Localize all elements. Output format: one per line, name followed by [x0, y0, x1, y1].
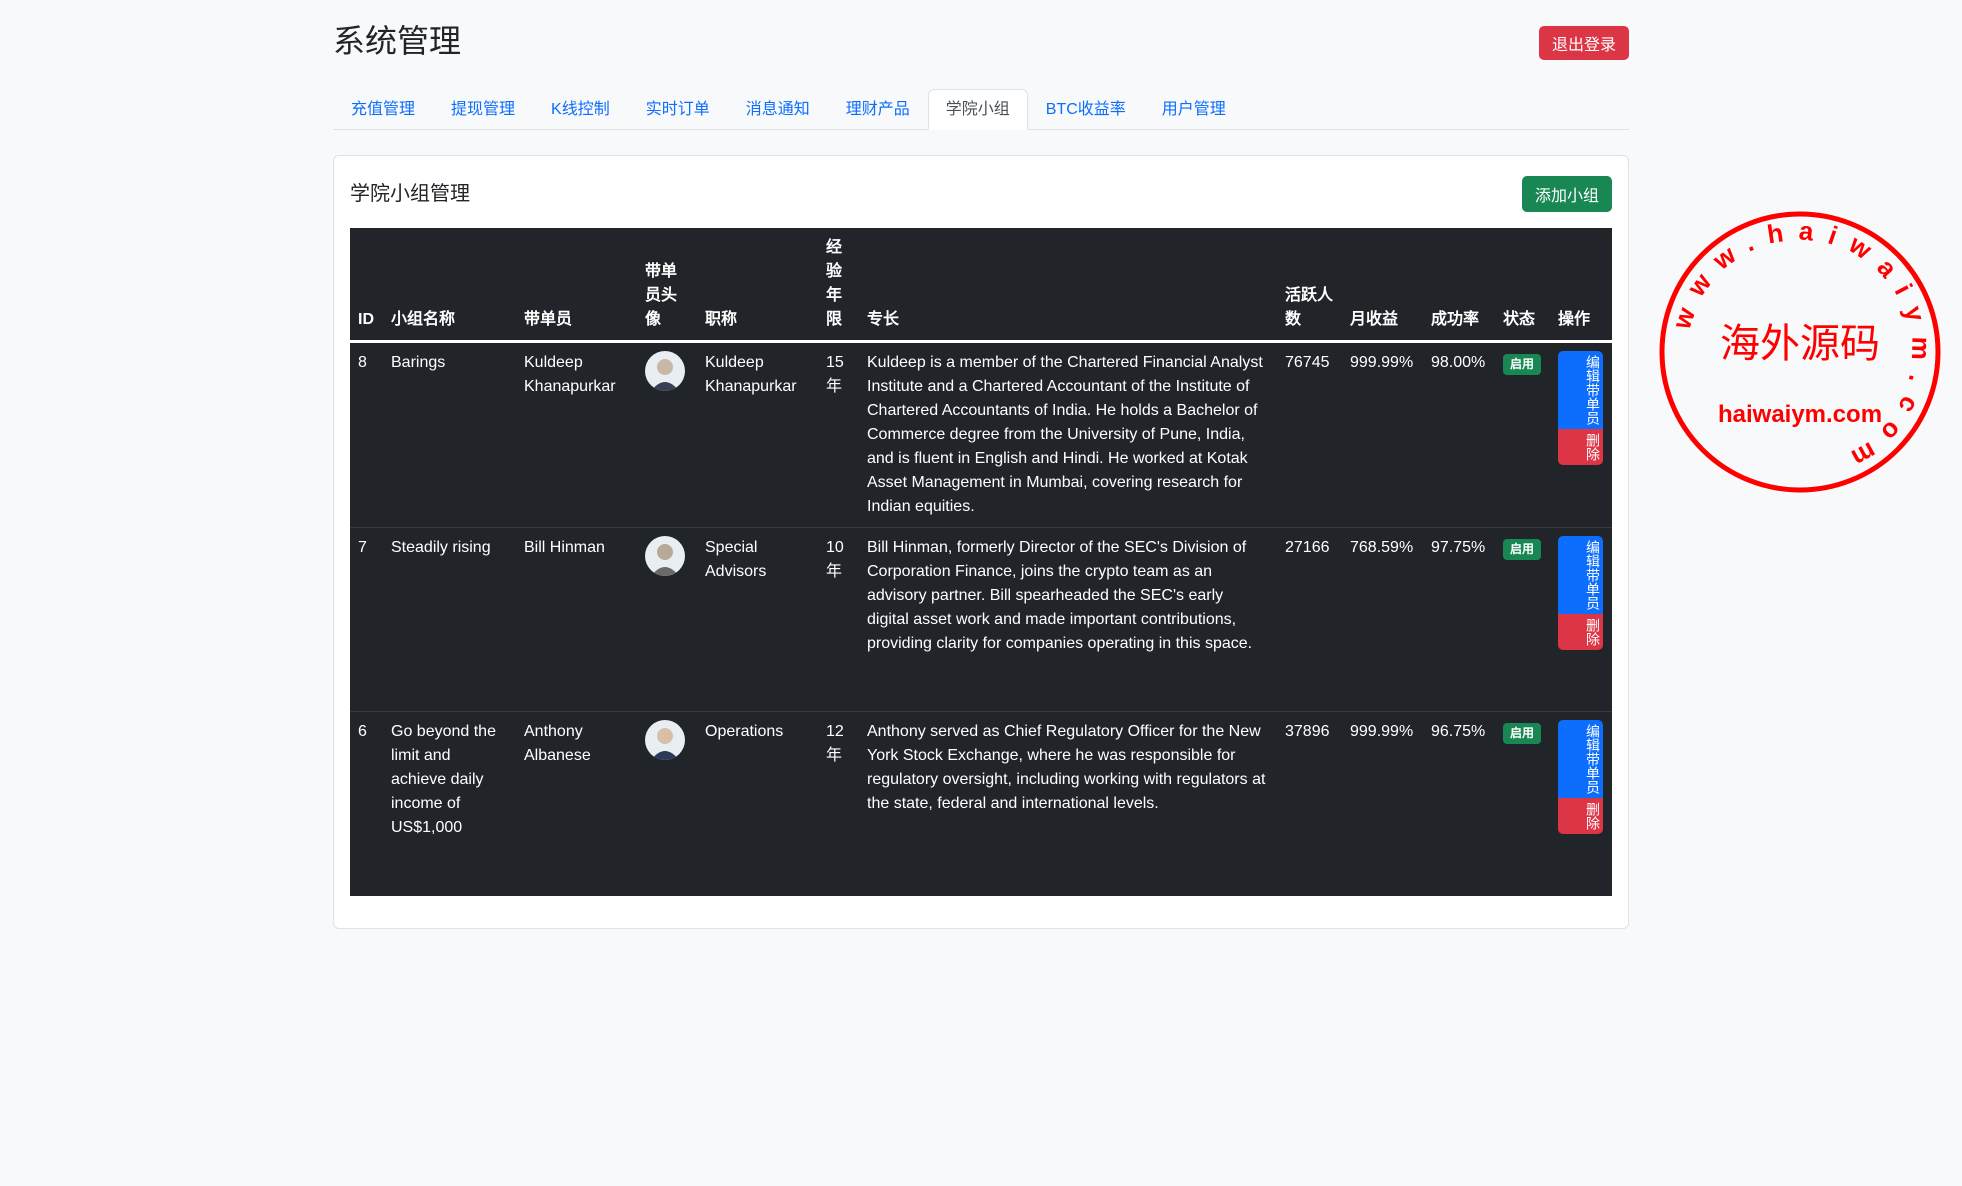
cell-active-count: 27166	[1277, 527, 1342, 712]
cell-avatar	[637, 342, 697, 528]
delete-label: 删除	[1585, 802, 1601, 830]
edit-label: 编辑带单员	[1585, 724, 1601, 794]
table-header-row: ID 小组名称 带单员 带单员头像 职称 经验年限 专长 活跃人数 月收益 成功率 状态 操作	[350, 228, 1612, 343]
tab-1[interactable]: 提现管理	[451, 101, 516, 118]
avatar	[645, 536, 685, 576]
edit-leader-button[interactable]: 编辑带单员	[1558, 536, 1603, 614]
delete-label: 删除	[1585, 618, 1601, 646]
cell-title: Special Advisors	[697, 527, 818, 712]
svg-text:www.haiwaiym.com: www.haiwaiym.com	[1666, 215, 1937, 480]
cell-actions: 编辑带单员 删除	[1550, 711, 1612, 896]
tab-8[interactable]: 用户管理	[1161, 101, 1226, 118]
add-group-button[interactable]: 添加小组	[1521, 176, 1612, 212]
column-header: 小组名称	[383, 228, 516, 343]
avatar	[645, 351, 685, 391]
cell-avatar	[637, 527, 697, 712]
watermark-stamp: www.haiwaiym.com 海外源码 haiwaiym.com	[1659, 211, 1941, 493]
page-header: 系统管理 退出登录	[333, 0, 1629, 80]
column-header: 操作	[1550, 228, 1612, 343]
cell-status: 启用	[1495, 527, 1550, 712]
tab-4[interactable]: 消息通知	[745, 101, 810, 118]
column-header: 经验年限	[818, 228, 859, 343]
cell-leader: Kuldeep Khanapurkar	[524, 354, 616, 395]
column-header: 活跃人数	[1277, 228, 1342, 343]
cell-monthly-return: 768.59%	[1342, 527, 1423, 712]
column-header: 带单员头像	[637, 228, 697, 343]
page-container: 系统管理 退出登录 充值管理 提现管理 K线控制 实时订单 消息通知 理财产品 学院小组 BT…	[333, 0, 1629, 929]
cell-group-name: Steadily rising	[383, 527, 516, 712]
watermark-center-text: 海外源码	[1720, 321, 1880, 367]
cell-actions: 编辑带单员 删除	[1550, 342, 1612, 528]
column-header: ID	[350, 228, 383, 343]
cell-experience: 15年	[826, 354, 844, 395]
cell-group-name: Barings	[391, 354, 446, 371]
nav-tabs: 充值管理 提现管理 K线控制 实时订单 消息通知 理财产品 学院小组 BTC收益率 用户管理	[333, 89, 1629, 130]
delete-button[interactable]: 删除	[1558, 798, 1603, 834]
cell-actions: 编辑带单员 删除	[1550, 527, 1612, 712]
table-row: 8 Barings Kuldeep Khanapurkar Kuldeep Khana…	[350, 342, 1612, 528]
cell-leader: Bill Hinman	[516, 527, 637, 712]
cell-expertise: Kuldeep is a member of the Chartered Fin…	[867, 354, 1263, 515]
watermark-sub-text: haiwaiym.com	[1718, 401, 1882, 428]
table-row: 6 Go beyond the limit and achieve daily i…	[350, 711, 1612, 896]
action-buttons: 编辑带单员 删除	[1558, 720, 1603, 834]
cell-success-rate: 98.00%	[1431, 354, 1486, 371]
edit-leader-button[interactable]: 编辑带单员	[1558, 351, 1603, 429]
tab-7[interactable]: BTC收益率	[1045, 101, 1126, 118]
logout-button[interactable]: 退出登录	[1538, 26, 1629, 60]
cell-success-rate: 96.75%	[1423, 711, 1495, 896]
column-header: 职称	[697, 228, 818, 343]
column-header: 月收益	[1342, 228, 1423, 343]
column-header: 状态	[1495, 228, 1550, 343]
cell-success-rate: 97.75%	[1423, 527, 1495, 712]
cell-expertise: Bill Hinman, formerly Director of the SE…	[859, 527, 1277, 712]
tab-3[interactable]: 实时订单	[645, 101, 710, 118]
cell-active-count: 37896	[1277, 711, 1342, 896]
card-title: 学院小组管理	[350, 183, 470, 205]
tab-6[interactable]: 学院小组	[927, 89, 1028, 130]
cell-title: Operations	[697, 711, 818, 896]
cell-status: 启用	[1495, 711, 1550, 896]
cell-id: 8	[358, 354, 367, 371]
watermark-ring-text: www.haiwaiym.com	[1666, 215, 1923, 480]
column-header: 带单员	[516, 228, 637, 343]
action-buttons: 编辑带单员 删除	[1558, 536, 1603, 650]
cell-monthly-return: 999.99%	[1342, 711, 1423, 896]
action-buttons: 编辑带单员 删除	[1558, 351, 1603, 465]
cell-status: 启用	[1495, 342, 1550, 528]
delete-button[interactable]: 删除	[1558, 429, 1603, 465]
cell-experience: 10年	[818, 527, 859, 712]
status-badge: 启用	[1503, 723, 1542, 744]
groups-table: ID 小组名称 带单员 带单员头像 职称 经验年限 专长 活跃人数 月收益 成功率 状态 操作 8 Ba…	[350, 228, 1612, 896]
delete-button[interactable]: 删除	[1558, 614, 1603, 650]
delete-label: 删除	[1585, 433, 1601, 461]
cell-monthly-return: 999.99%	[1350, 354, 1414, 371]
tab-5[interactable]: 理财产品	[845, 101, 910, 118]
tab-0[interactable]: 充值管理	[351, 101, 416, 118]
cell-title: Kuldeep Khanapurkar	[705, 354, 797, 395]
group-management-card: 学院小组管理 添加小组 ID 小组名称 带单员 带单员头像 职称 经验年限 专长 活跃人数 月收…	[333, 155, 1629, 929]
edit-label: 编辑带单员	[1585, 540, 1601, 610]
tab-2[interactable]: K线控制	[551, 101, 610, 118]
cell-leader: Anthony Albanese	[516, 711, 637, 896]
edit-leader-button[interactable]: 编辑带单员	[1558, 720, 1603, 798]
cell-id: 6	[350, 711, 383, 896]
column-header: 专长	[859, 228, 1277, 343]
status-badge: 启用	[1503, 539, 1542, 560]
cell-active-count: 76745	[1285, 354, 1330, 371]
table-row: 7 Steadily rising Bill Hinman Special Advis…	[350, 527, 1612, 712]
cell-avatar	[637, 711, 697, 896]
cell-expertise: Anthony served as Chief Regulatory Offic…	[859, 711, 1277, 896]
status-badge: 启用	[1503, 354, 1542, 375]
column-header: 成功率	[1423, 228, 1495, 343]
cell-group-name: Go beyond the limit and achieve daily in…	[383, 711, 516, 896]
page-title: 系统管理	[333, 23, 462, 59]
avatar	[645, 720, 685, 760]
edit-label: 编辑带单员	[1585, 355, 1601, 425]
cell-id: 7	[350, 527, 383, 712]
cell-experience: 12年	[818, 711, 859, 896]
